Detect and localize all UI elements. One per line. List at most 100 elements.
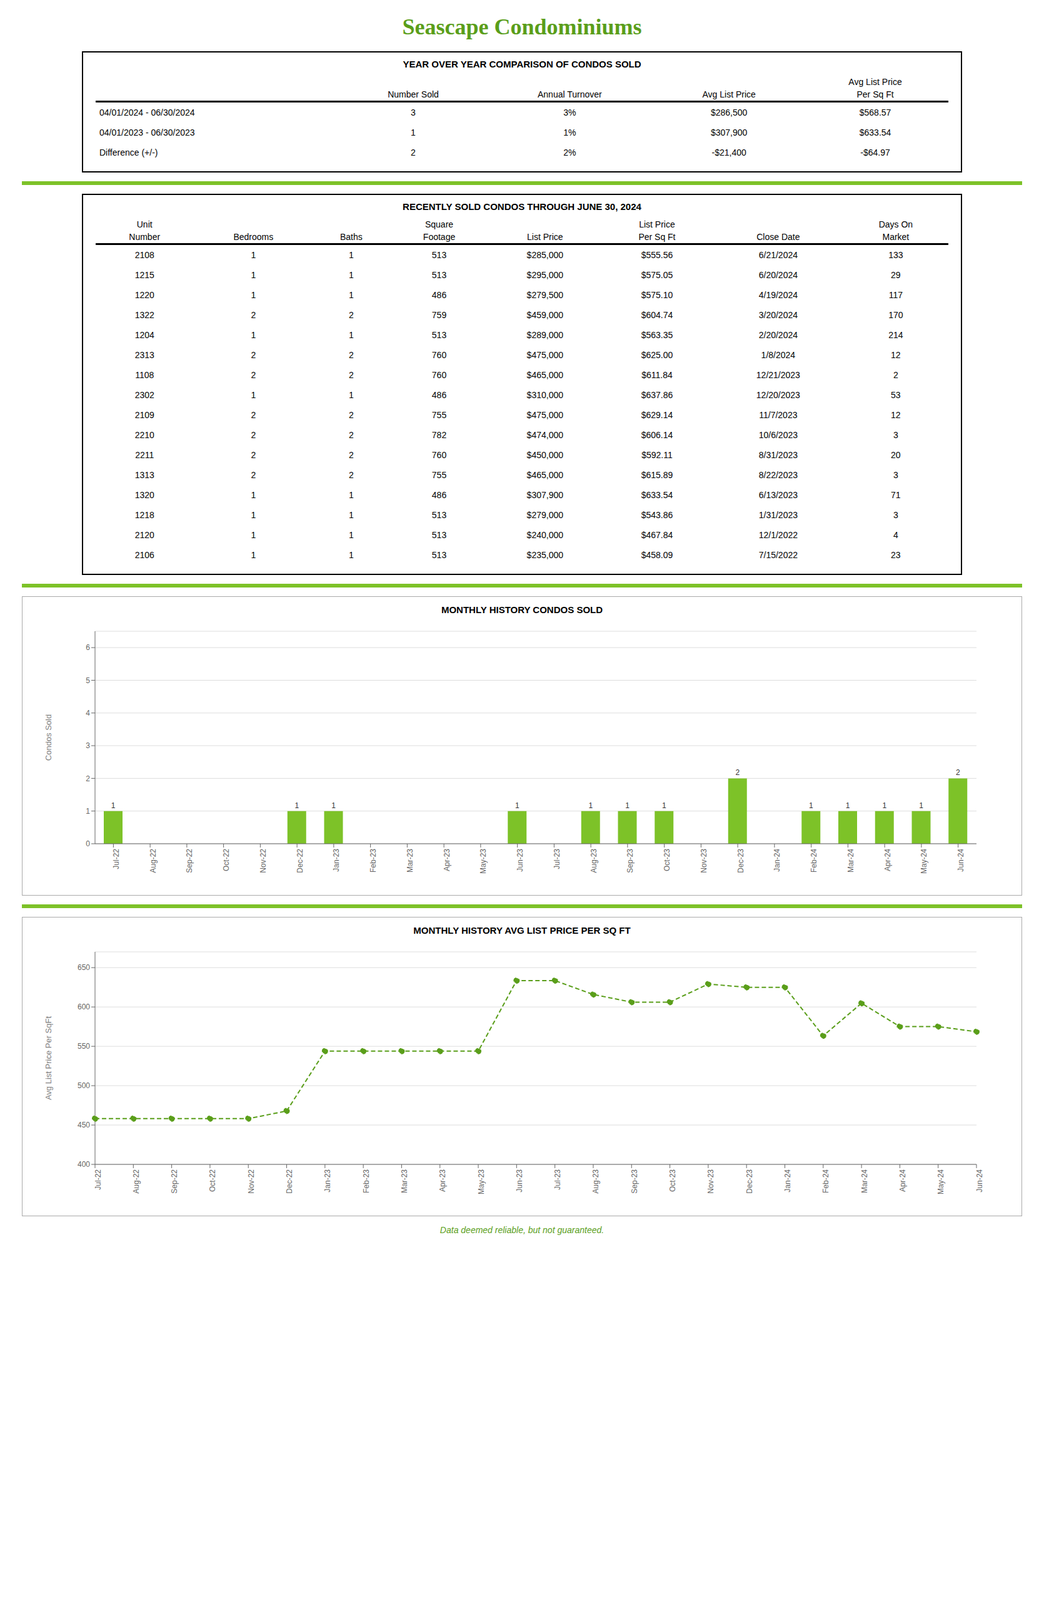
svg-text:Mar-24: Mar-24 [846, 848, 856, 873]
html-text:Unit: Unit [136, 219, 153, 230]
svg-text:1: 1 [331, 801, 336, 811]
html-text:3%: 3% [563, 107, 577, 118]
svg-text:Jun-24: Jun-24 [975, 1169, 984, 1193]
svg-text:Apr-24: Apr-24 [883, 848, 893, 872]
html-text:Avg List Price: Avg List Price [702, 89, 756, 100]
html-text:04/01/2023 - 06/30/2023: 04/01/2023 - 06/30/2023 [99, 127, 195, 138]
svg-text:Apr-24: Apr-24 [898, 1169, 908, 1193]
svg-text:1: 1 [85, 807, 91, 816]
svg-text:Oct-22: Oct-22 [208, 1169, 217, 1193]
html-text:RECENTLY SOLD CONDOS THROUGH J: RECENTLY SOLD CONDOS THROUGH JUNE 30, 20… [402, 201, 642, 212]
svg-text:May-23: May-23 [478, 848, 488, 874]
svg-text:Apr-23: Apr-23 [438, 1169, 447, 1193]
svg-text:1: 1 [588, 801, 593, 811]
svg-text:May-23: May-23 [476, 1169, 486, 1195]
svg-text:Jul-22: Jul-22 [93, 1169, 103, 1191]
html-text:$307,900: $307,900 [710, 127, 748, 138]
html-text:Seascape Condominiums: Seascape Condominiums [402, 14, 642, 40]
html-text:$286,500: $286,500 [710, 107, 748, 118]
svg-text:Aug-22: Aug-22 [131, 1169, 141, 1195]
svg-text:Jan-24: Jan-24 [772, 848, 782, 873]
svg-text:Mar-23: Mar-23 [400, 1169, 409, 1194]
svg-text:Sep-23: Sep-23 [630, 1169, 639, 1195]
html-text:$568.57: $568.57 [859, 107, 892, 118]
svg-text:Dec-23: Dec-23 [745, 1169, 754, 1195]
html-text:Avg List Price: Avg List Price [848, 76, 902, 87]
html-text:$633.54: $633.54 [859, 127, 892, 138]
html-text:Difference (+/-): Difference (+/-) [99, 147, 158, 158]
html-text:Number Sold: Number Sold [387, 89, 439, 100]
svg-text:2: 2 [955, 768, 961, 778]
svg-text:Oct-22: Oct-22 [221, 848, 231, 872]
html-text:YEAR OVER YEAR COMPARISON OF C: YEAR OVER YEAR COMPARISON OF CONDOS SOLD [402, 58, 642, 70]
svg-text:Sep-22: Sep-22 [170, 1169, 179, 1195]
svg-text:Aug-22: Aug-22 [148, 848, 158, 874]
html-text:List Price: List Price [639, 219, 675, 230]
html-text:Per Sq Ft: Per Sq Ft [856, 89, 894, 100]
svg-text:2: 2 [735, 768, 740, 778]
svg-text:Mar-23: Mar-23 [405, 848, 415, 873]
html-text:1%: 1% [563, 127, 577, 138]
svg-text:1: 1 [808, 801, 814, 811]
svg-text:Apr-23: Apr-23 [442, 848, 452, 872]
svg-text:Jul-23: Jul-23 [553, 1169, 563, 1191]
svg-text:1: 1 [515, 801, 520, 811]
svg-text:Feb-24: Feb-24 [821, 1169, 831, 1194]
svg-text:Avg List Price Per SqFt: Avg List Price Per SqFt [43, 1016, 54, 1101]
svg-text:1: 1 [918, 801, 924, 811]
html-text:-$64.97: -$64.97 [860, 147, 891, 158]
svg-text:Jul-22: Jul-22 [111, 848, 121, 870]
svg-text:Dec-22: Dec-22 [295, 848, 305, 874]
svg-text:4: 4 [85, 708, 91, 718]
svg-text:Oct-23: Oct-23 [668, 1169, 678, 1193]
svg-text:1: 1 [111, 801, 116, 811]
svg-text:Feb-23: Feb-23 [361, 1169, 371, 1194]
svg-text:1: 1 [845, 801, 851, 811]
svg-text:Jan-23: Jan-23 [331, 848, 341, 873]
svg-text:1: 1 [662, 801, 667, 811]
html-text:Square: Square [425, 219, 454, 230]
svg-text:Dec-22: Dec-22 [285, 1169, 294, 1195]
svg-text:1: 1 [294, 801, 299, 811]
svg-text:550: 550 [77, 1042, 91, 1051]
svg-text:0: 0 [85, 839, 91, 849]
svg-text:Jun-23: Jun-23 [515, 1169, 524, 1193]
svg-text:Mar-24: Mar-24 [860, 1169, 869, 1194]
svg-text:1: 1 [882, 801, 887, 811]
html-text:MONTHLY HISTORY CONDOS SOLD: MONTHLY HISTORY CONDOS SOLD [441, 604, 603, 616]
svg-text:Aug-23: Aug-23 [589, 848, 599, 874]
svg-text:500: 500 [77, 1081, 91, 1091]
svg-text:Jun-24: Jun-24 [956, 848, 966, 873]
html-text:04/01/2024 - 06/30/2024: 04/01/2024 - 06/30/2024 [99, 107, 195, 118]
svg-text:Nov-23: Nov-23 [706, 1169, 716, 1195]
svg-text:Jan-24: Jan-24 [783, 1169, 793, 1193]
svg-text:450: 450 [77, 1120, 91, 1130]
html-text:Annual Turnover: Annual Turnover [537, 89, 602, 100]
svg-text:600: 600 [77, 1002, 91, 1012]
svg-text:650: 650 [77, 963, 91, 973]
svg-text:Jul-23: Jul-23 [552, 848, 562, 870]
svg-text:2: 2 [85, 774, 91, 784]
svg-text:400: 400 [77, 1160, 91, 1170]
svg-text:Sep-22: Sep-22 [185, 848, 194, 874]
svg-text:Nov-22: Nov-22 [246, 1169, 256, 1195]
svg-text:Feb-24: Feb-24 [809, 848, 819, 873]
svg-text:Aug-23: Aug-23 [591, 1169, 601, 1195]
svg-text:May-24: May-24 [936, 1169, 946, 1195]
html-text:-$21,400: -$21,400 [711, 147, 747, 158]
svg-text:1: 1 [625, 801, 630, 811]
svg-text:Dec-23: Dec-23 [736, 848, 746, 874]
svg-text:May-24: May-24 [919, 848, 929, 874]
svg-text:6: 6 [85, 643, 91, 653]
svg-text:Jan-23: Jan-23 [323, 1169, 332, 1193]
svg-text:Jun-23: Jun-23 [515, 848, 525, 873]
svg-text:Feb-23: Feb-23 [368, 848, 378, 873]
svg-text:3: 3 [85, 741, 91, 751]
svg-text:Nov-23: Nov-23 [699, 848, 709, 874]
svg-text:Sep-23: Sep-23 [625, 848, 635, 874]
svg-text:Oct-23: Oct-23 [662, 848, 672, 872]
svg-text:Nov-22: Nov-22 [258, 848, 268, 874]
svg-text:Condos Sold: Condos Sold [43, 714, 54, 761]
svg-text:5: 5 [85, 676, 91, 686]
html-text:2%: 2% [563, 147, 577, 158]
